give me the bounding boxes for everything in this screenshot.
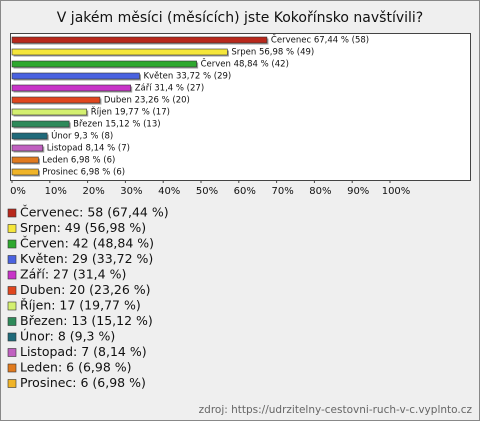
legend-label: Květen: 29 (33,72 %): [20, 251, 153, 266]
bar: [11, 48, 228, 56]
bar: [11, 36, 268, 44]
legend-swatch: [7, 286, 17, 295]
legend-label: Únor: 8 (9,3 %): [20, 329, 115, 344]
value-label: Srpen 56,98 % (49): [231, 48, 314, 58]
bar: [11, 156, 39, 164]
source: zdroj: https://udrzitelny-cestovni-ruch-…: [199, 404, 473, 416]
legend-swatch: [7, 301, 17, 311]
bar: [11, 108, 88, 116]
legend-label: Prosinec: 6 (6,98 %): [20, 375, 146, 390]
x-tick-label: 10%: [45, 186, 67, 197]
value-label: Listopad 8,14 % (7): [47, 144, 130, 154]
x-tick-label: 70%: [271, 186, 293, 197]
legend-swatch: [7, 270, 17, 280]
legend-swatch: [7, 255, 17, 264]
legend-label: Říjen: 17 (19,77 %): [20, 298, 141, 313]
legend-label: Září: 27 (31,4 %): [20, 267, 126, 282]
legend-label: Březen: 13 (15,12 %): [20, 313, 153, 328]
value-label: Září 31,4 % (27): [135, 84, 204, 94]
value-label: Květen 33,72 % (29): [143, 72, 231, 82]
value-label: Duben 23,26 % (20): [104, 96, 190, 106]
x-tick-label: 80%: [309, 186, 331, 197]
legend-label: Červenec: 58 (67,44 %): [20, 205, 169, 220]
value-label: Říjen 19,77 % (17): [91, 107, 170, 118]
value-label: Prosinec 6,98 % (6): [42, 168, 125, 178]
value-label: Červen 48,84 % (42): [201, 58, 289, 70]
x-tick-label: 30%: [120, 186, 142, 197]
legend-swatch: [7, 332, 17, 342]
legend-label: Duben: 20 (23,26 %): [20, 282, 151, 297]
legend-swatch: [7, 348, 17, 357]
legend-swatch: [7, 224, 17, 233]
legend-swatch: [7, 208, 17, 218]
legend-label: Leden: 6 (6,98 %): [20, 360, 132, 375]
value-label: Březen 15,12 % (13): [73, 120, 160, 130]
bar: [11, 120, 70, 128]
plot-area: [10, 33, 471, 181]
x-tick-label: 90%: [347, 186, 369, 197]
bar: [11, 168, 39, 176]
legend-label: Červen: 42 (48,84 %): [20, 236, 154, 251]
legend-label: Listopad: 7 (8,14 %): [20, 344, 147, 359]
x-tick-label: 50%: [196, 186, 218, 197]
value-label: Únor 9,3 % (8): [51, 130, 113, 142]
value-label: Leden 6,98 % (6): [42, 156, 115, 166]
legend-label: Srpen: 49 (56,98 %): [20, 220, 146, 235]
chart-title: V jakém měsíci (měsících) jste Kokořínsk…: [57, 10, 423, 26]
bar: [11, 60, 197, 68]
x-tick-label: 40%: [158, 186, 180, 197]
legend-swatch: [7, 239, 17, 249]
bar: [11, 96, 101, 104]
legend-swatch: [7, 363, 17, 373]
x-tick-label: 20%: [82, 186, 104, 197]
bar: [11, 72, 140, 80]
x-tick-label: 60%: [234, 186, 256, 197]
bar: [11, 144, 44, 152]
bar: [11, 132, 48, 140]
x-tick-label: 0%: [10, 186, 26, 197]
value-label: Červenec 67,44 % (58): [271, 34, 369, 46]
bar: [11, 84, 131, 92]
x-tick-label: 100%: [382, 186, 411, 197]
legend-swatch: [7, 379, 17, 388]
legend-swatch: [7, 317, 17, 326]
